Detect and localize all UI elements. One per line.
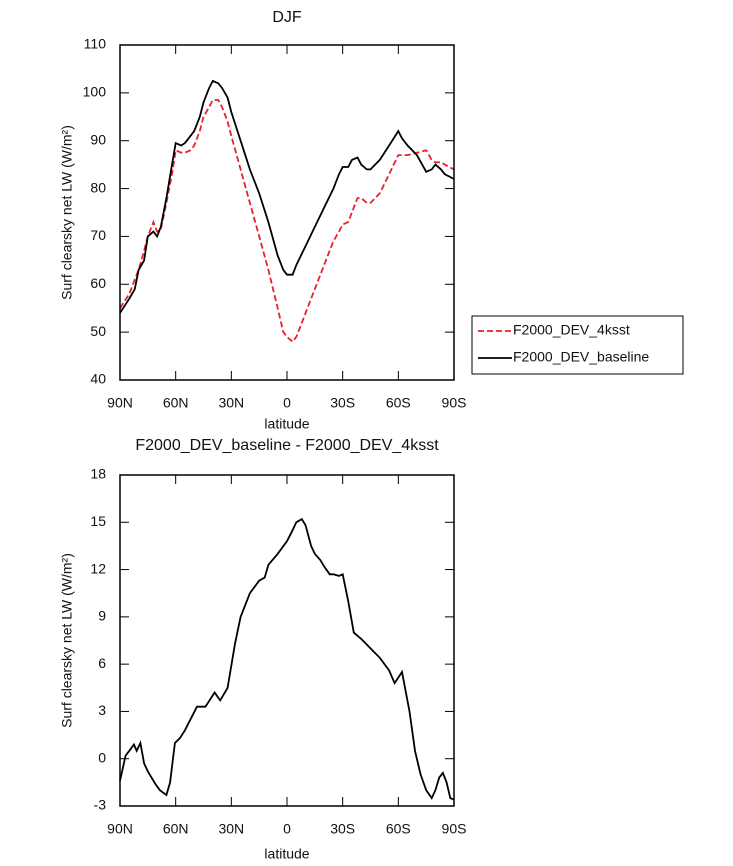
y-tick-label: 0 [98,749,106,765]
line-series [119,517,455,801]
y-tick-label: 110 [84,36,107,52]
legend-box [471,315,684,375]
y-tick-label: 6 [98,655,106,671]
line-series [119,99,455,344]
x-tick-label: 0 [283,395,291,411]
x-tick-label: 90N [107,821,133,837]
x-tick-label: 60S [386,821,411,837]
y-tick-label: 100 [83,84,107,100]
legend-label: F2000_DEV_baseline [513,349,649,365]
x-tick-label: 60N [163,395,189,411]
y-tick-label: 40 [90,371,106,387]
y-tick-label: 18 [90,466,106,482]
y-tick-label: 3 [98,702,106,718]
x-tick-label: 30S [330,821,355,837]
y-tick-label: 12 [90,560,106,576]
plot-frame [119,44,455,381]
x-tick-label: 30S [330,395,355,411]
y-axis-label: Surf clearsky net LW (W/m²) [59,125,75,300]
x-tick-label: 90S [442,821,467,837]
legend-label: F2000_DEV_4ksst [513,322,630,338]
chart-title: DJF [272,9,302,26]
y-tick-label: 9 [98,608,106,624]
y-tick-label: 70 [90,227,106,243]
y-tick-label: 80 [90,179,106,195]
x-tick-label: 90S [442,395,467,411]
x-axis-label: latitude [264,416,309,432]
y-tick-label: 50 [90,323,106,339]
y-tick-label: 90 [90,131,106,147]
x-tick-label: 90N [107,395,133,411]
y-axis-label: Surf clearsky net LW (W/m²) [59,553,75,728]
line-series [119,79,455,314]
x-tick-label: 30N [218,395,244,411]
y-tick-label: -3 [94,797,107,813]
chart-title: F2000_DEV_baseline - F2000_DEV_4ksst [135,437,439,454]
y-tick-label: 60 [90,275,106,291]
plot-frame [119,474,455,807]
x-tick-label: 0 [283,821,291,837]
x-tick-label: 60N [163,821,189,837]
y-tick-label: 15 [90,513,106,529]
x-axis-label: latitude [264,846,309,862]
x-tick-label: 60S [386,395,411,411]
x-tick-label: 30N [218,821,244,837]
